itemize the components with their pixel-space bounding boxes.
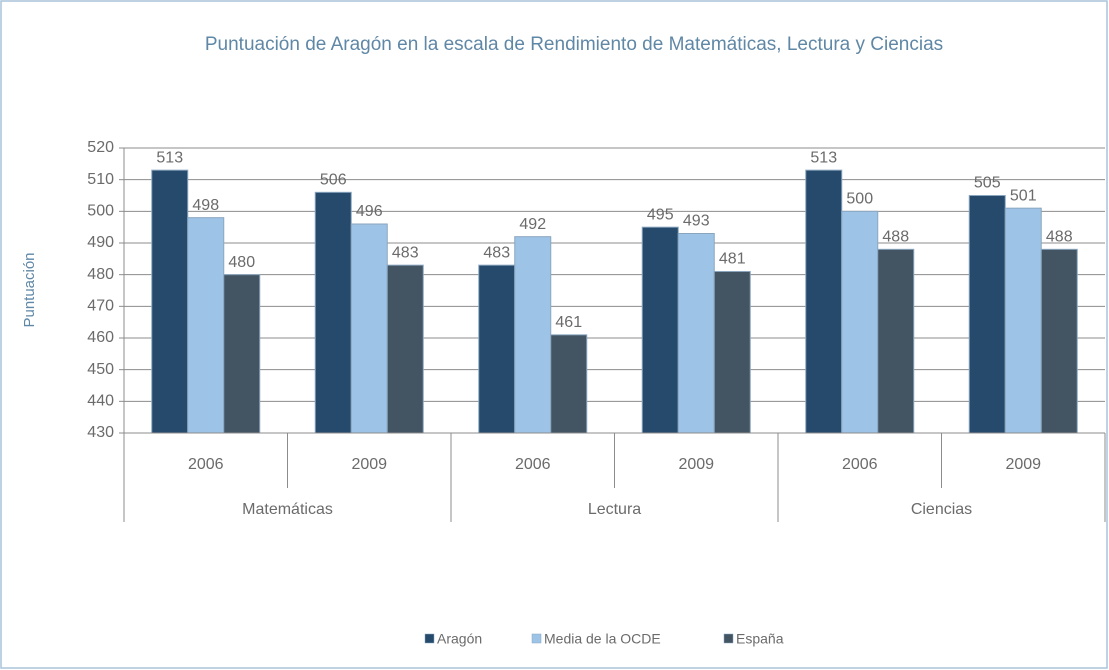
bar <box>677 233 715 434</box>
data-label: 496 <box>356 203 383 220</box>
legend-swatch <box>424 633 435 644</box>
data-label: 505 <box>974 175 1001 192</box>
x-tick-label: 2009 <box>678 456 714 473</box>
bar <box>223 274 261 434</box>
bar <box>478 264 516 434</box>
bar <box>968 195 1006 434</box>
data-label: 483 <box>483 244 510 261</box>
bar <box>1040 248 1078 434</box>
data-label: 513 <box>810 149 837 166</box>
group-label: Matemáticas <box>242 501 333 518</box>
bar <box>641 226 679 434</box>
legend-swatch <box>531 633 542 644</box>
bar <box>314 191 352 434</box>
y-tick-label: 450 <box>87 361 114 378</box>
y-tick-label: 500 <box>87 203 114 220</box>
bar <box>550 334 588 434</box>
data-label: 501 <box>1010 187 1037 204</box>
data-label: 500 <box>846 191 873 208</box>
bar <box>877 248 915 434</box>
y-tick-label: 480 <box>87 266 114 283</box>
data-label: 498 <box>192 197 219 214</box>
data-label: 488 <box>882 229 909 246</box>
legend-label: Media de la OCDE <box>544 631 661 647</box>
data-label: 495 <box>647 206 674 223</box>
data-label: 461 <box>555 314 582 331</box>
bar <box>841 210 879 434</box>
legend-label: España <box>736 631 784 647</box>
y-tick-label: 430 <box>87 424 114 441</box>
bar <box>805 169 843 434</box>
data-label: 483 <box>392 244 419 261</box>
bar <box>386 264 424 434</box>
y-tick-label: 490 <box>87 234 114 251</box>
bar <box>350 223 388 434</box>
x-tick-label: 2009 <box>1005 456 1041 473</box>
legend-label: Aragón <box>437 631 482 647</box>
bar <box>713 271 751 434</box>
data-label: 480 <box>228 254 255 271</box>
y-tick-label: 470 <box>87 298 114 315</box>
y-tick-label: 440 <box>87 393 114 410</box>
bar <box>514 236 552 434</box>
chart-title: Puntuación de Aragón en la escala de Ren… <box>205 34 943 55</box>
data-label: 493 <box>683 213 710 230</box>
data-label: 506 <box>320 172 347 189</box>
bar <box>187 217 225 434</box>
bar <box>1004 207 1042 434</box>
y-tick-label: 520 <box>87 139 114 156</box>
group-label: Ciencias <box>911 501 972 518</box>
x-tick-label: 2006 <box>842 456 878 473</box>
bar <box>151 169 189 434</box>
data-label: 488 <box>1046 229 1073 246</box>
x-tick-label: 2006 <box>188 456 224 473</box>
y-axis-title: Puntuación <box>21 252 38 327</box>
x-tick-label: 2006 <box>515 456 551 473</box>
group-label: Lectura <box>588 501 641 518</box>
x-tick-label: 2009 <box>351 456 387 473</box>
legend-swatch <box>723 633 734 644</box>
y-tick-label: 510 <box>87 171 114 188</box>
data-label: 492 <box>519 216 546 233</box>
y-tick-label: 460 <box>87 329 114 346</box>
data-label: 481 <box>719 251 746 268</box>
data-label: 513 <box>156 149 183 166</box>
